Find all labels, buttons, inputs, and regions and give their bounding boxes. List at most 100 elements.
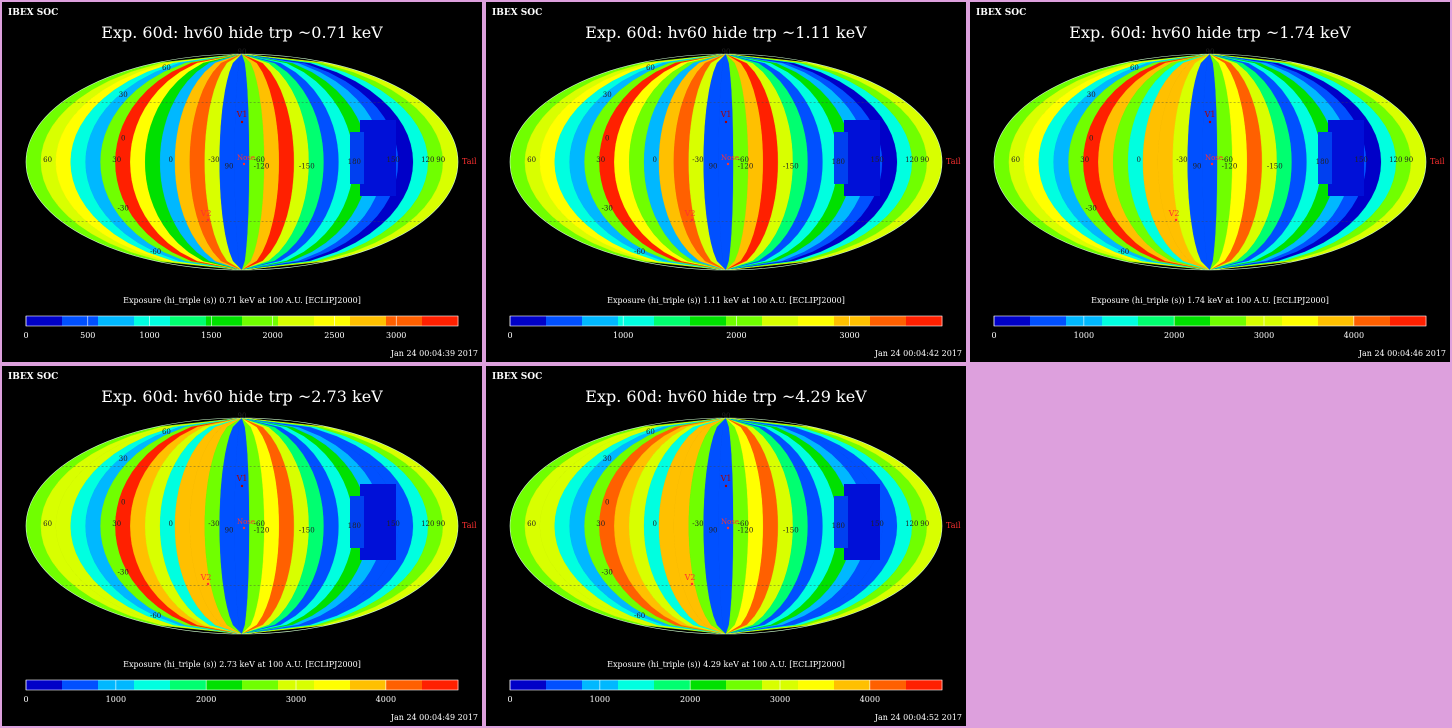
colorbar-segment — [906, 316, 914, 326]
colorbar-segment — [278, 680, 286, 690]
colorbar-tick-label: 3000 — [839, 331, 859, 340]
lon-tick-label: -30 — [208, 520, 219, 528]
colorbar-tick-label: 2000 — [262, 331, 282, 340]
colorbar-segment — [927, 316, 936, 326]
colorbar-segment — [1094, 316, 1103, 326]
lat-tick-label: 30 — [119, 91, 128, 99]
point-label-tail: Tail — [1430, 157, 1445, 166]
point-label-tail: Tail — [946, 157, 961, 166]
colorbar-segment — [582, 680, 590, 690]
colorbar-segment — [371, 316, 380, 326]
point-label-nose: Nose — [237, 154, 255, 162]
exposure-map-svg: IBEX SOC Exp. 60d: hv60 hide trp ~1.11 ke… — [492, 8, 962, 358]
lon-tick-label: 60 — [527, 156, 536, 164]
colorbar-segment — [596, 680, 605, 690]
colorbar-segment — [862, 316, 871, 326]
lon-tick-label: 30 — [1080, 156, 1089, 164]
colorbar-label: Exposure (hi_triple (s)) 4.29 keV at 100… — [607, 660, 845, 669]
colorbar-segment — [1037, 316, 1045, 326]
colorbar-segment — [206, 680, 214, 690]
colorbar-tick-label: 0 — [507, 695, 512, 704]
colorbar-tick-label: 2000 — [726, 331, 746, 340]
colorbar-segment — [328, 680, 337, 690]
colorbar-segment — [220, 316, 229, 326]
lon-tick-label: 150 — [1355, 156, 1368, 164]
colorbar-segment — [1318, 316, 1326, 326]
colorbar-segment — [321, 680, 329, 690]
colorbar-segment — [891, 316, 900, 326]
lon-tick-label: 90 — [920, 520, 929, 528]
low-exposure-patch — [360, 484, 396, 560]
colorbar-segment — [191, 316, 200, 326]
colorbar-segment — [841, 316, 849, 326]
point-label-v2: V2 — [1168, 209, 1180, 218]
point-marker-v2 — [690, 218, 694, 222]
colorbar-segment — [198, 680, 207, 690]
lon-tick-label: 120 — [1389, 156, 1402, 164]
lat-tick-label: 30 — [119, 455, 128, 463]
colorbar-segment — [841, 680, 849, 690]
lon-tick-label: 30 — [112, 156, 121, 164]
lon-tick-label: -120 — [738, 162, 754, 170]
colorbar-segment — [1418, 316, 1427, 326]
colorbar-tick-label: 2000 — [680, 695, 700, 704]
colorbar-segment — [1390, 316, 1398, 326]
colorbar-segment — [378, 680, 387, 690]
colorbar-segment — [141, 316, 149, 326]
lon-tick-label: 60 — [43, 520, 52, 528]
colorbar-segment — [1022, 316, 1031, 326]
colorbar-segment — [862, 680, 871, 690]
lon-tick-label: 30 — [112, 520, 121, 528]
lon-tick-label: 60 — [43, 156, 52, 164]
colorbar-segment — [769, 680, 777, 690]
lon-tick-label: 90 — [1193, 162, 1202, 170]
lon-tick-label: 60 — [527, 520, 536, 528]
colorbar-segment — [546, 680, 554, 690]
colorbar-segment — [314, 680, 322, 690]
colorbar-segment — [812, 680, 821, 690]
colorbar-segment — [26, 316, 34, 326]
colorbar-segment — [675, 680, 684, 690]
colorbar-segment — [805, 680, 813, 690]
colorbar-segment — [177, 680, 185, 690]
colorbar-segment — [393, 316, 401, 326]
colorbar-segment — [1109, 316, 1117, 326]
colorbar-segment — [574, 680, 583, 690]
point-label-tail: Tail — [462, 157, 477, 166]
colorbar-segment — [90, 316, 99, 326]
lat-tick-label: 0 — [605, 134, 609, 142]
colorbar-segment — [1224, 316, 1233, 326]
colorbar-segment — [299, 680, 308, 690]
colorbar-segment — [1246, 316, 1254, 326]
point-marker-nose — [726, 162, 730, 166]
colorbar-segment — [263, 316, 272, 326]
colorbar-segment — [884, 680, 893, 690]
lon-tick-label: 120 — [421, 156, 434, 164]
chart-title: Exp. 60d: hv60 hide trp ~0.71 keV — [101, 23, 383, 42]
low-exposure-patch — [834, 496, 848, 548]
colorbar-segment — [1253, 316, 1261, 326]
colorbar-segment — [870, 316, 878, 326]
lat-tick-label: -60 — [150, 248, 161, 256]
colorbar-segment — [1152, 316, 1161, 326]
colorbar-segment — [177, 316, 185, 326]
exposure-map-panel-3: IBEX SOC Exp. 60d: hv60 hide trp ~1.74 ke… — [970, 2, 1450, 362]
colorbar-segment — [517, 316, 525, 326]
colorbar-segment — [747, 316, 756, 326]
colorbar-segment — [1231, 316, 1240, 326]
colorbar-segment — [538, 316, 547, 326]
colorbar-segment — [1087, 316, 1096, 326]
colorbar-segment — [1382, 316, 1391, 326]
colorbar-segment — [826, 680, 835, 690]
colorbar-tick-label: 3000 — [770, 695, 790, 704]
lon-tick-label: 150 — [871, 156, 884, 164]
colorbar-segment — [913, 316, 921, 326]
colorbar-segment — [1015, 316, 1024, 326]
colorbar-segment — [553, 316, 561, 326]
colorbar-segment — [162, 316, 171, 326]
timestamp: Jan 24 00:04:42 2017 — [874, 349, 962, 358]
colorbar-segment — [1102, 316, 1110, 326]
colorbar-segment — [740, 680, 749, 690]
colorbar-segment — [285, 680, 293, 690]
map-outline — [993, 53, 1427, 271]
